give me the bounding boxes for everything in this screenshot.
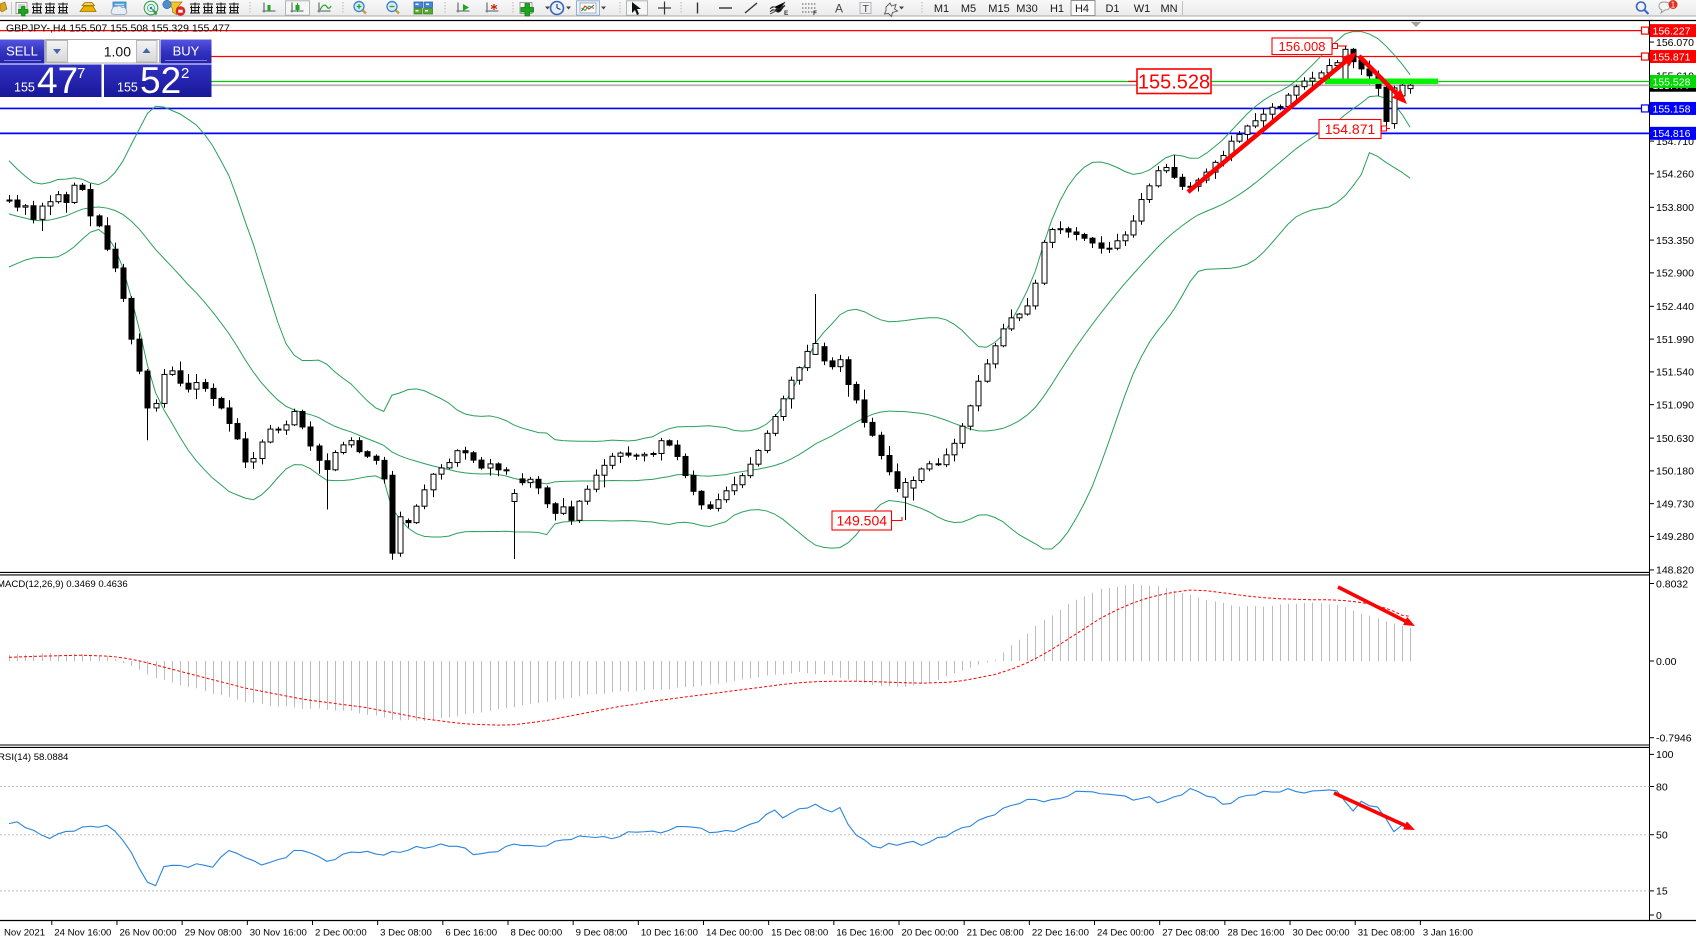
svg-text:149.280: 149.280 <box>1656 531 1694 543</box>
svg-text:156.008: 156.008 <box>1279 39 1326 54</box>
svg-text:150.180: 150.180 <box>1656 466 1694 478</box>
svg-text:148.820: 148.820 <box>1656 565 1694 577</box>
svg-text:27 Dec 08:00: 27 Dec 08:00 <box>1162 928 1219 939</box>
svg-text:7: 7 <box>77 65 85 82</box>
svg-text:152.900: 152.900 <box>1656 268 1694 280</box>
svg-text:10 Dec 16:00: 10 Dec 16:00 <box>641 928 698 939</box>
svg-text:153.800: 153.800 <box>1656 202 1694 214</box>
svg-text:155: 155 <box>117 81 138 95</box>
svg-text:29 Nov 08:00: 29 Nov 08:00 <box>185 928 242 939</box>
svg-text:0: 0 <box>1656 910 1662 922</box>
svg-text:52: 52 <box>140 60 181 101</box>
svg-text:50: 50 <box>1656 830 1668 842</box>
svg-text:H1: H1 <box>1050 3 1064 15</box>
svg-text:20 Dec 00:00: 20 Dec 00:00 <box>902 928 959 939</box>
svg-text:100: 100 <box>1656 749 1674 761</box>
svg-text:8 Dec 00:00: 8 Dec 00:00 <box>510 928 562 939</box>
svg-text:16 Dec 16:00: 16 Dec 16:00 <box>836 928 893 939</box>
svg-text:MN: MN <box>1160 3 1177 15</box>
svg-text:153.350: 153.350 <box>1656 235 1694 247</box>
svg-text:154.260: 154.260 <box>1656 169 1694 181</box>
svg-text:RSI(14) 58.0884: RSI(14) 58.0884 <box>0 752 69 763</box>
svg-text:T: T <box>863 3 870 15</box>
svg-text:150.630: 150.630 <box>1656 433 1694 445</box>
svg-text:26 Nov 00:00: 26 Nov 00:00 <box>119 928 176 939</box>
svg-text:156.227: 156.227 <box>1653 25 1691 37</box>
svg-text:31 Dec 08:00: 31 Dec 08:00 <box>1358 928 1415 939</box>
svg-text:M5: M5 <box>961 3 976 15</box>
svg-text:155.158: 155.158 <box>1653 103 1691 115</box>
svg-text:47: 47 <box>37 60 78 101</box>
svg-text:1: 1 <box>1671 1 1676 10</box>
svg-text:MACD(12,26,9) 0.3469 0.4636: MACD(12,26,9) 0.3469 0.4636 <box>0 579 128 590</box>
svg-text:151.540: 151.540 <box>1656 367 1694 379</box>
svg-text:15 Dec 08:00: 15 Dec 08:00 <box>771 928 828 939</box>
svg-text:14 Dec 00:00: 14 Dec 00:00 <box>706 928 763 939</box>
svg-text:149.504: 149.504 <box>836 513 887 529</box>
svg-text:151.990: 151.990 <box>1656 334 1694 346</box>
svg-text:154.816: 154.816 <box>1653 128 1691 140</box>
svg-text:80: 80 <box>1656 781 1668 793</box>
svg-text:SELL: SELL <box>6 44 38 59</box>
svg-text:149.730: 149.730 <box>1656 498 1694 510</box>
svg-text:9 Dec 08:00: 9 Dec 08:00 <box>576 928 628 939</box>
svg-text:152.440: 152.440 <box>1656 301 1694 313</box>
svg-text:28 Dec 16:00: 28 Dec 16:00 <box>1227 928 1284 939</box>
svg-text:6 Dec 16:00: 6 Dec 16:00 <box>445 928 497 939</box>
svg-text:30 Nov 16:00: 30 Nov 16:00 <box>250 928 307 939</box>
svg-text:D1: D1 <box>1105 3 1119 15</box>
svg-text:151.090: 151.090 <box>1656 399 1694 411</box>
svg-text:15: 15 <box>1656 886 1668 898</box>
svg-text:-0.7946: -0.7946 <box>1656 733 1692 745</box>
svg-text:21 Dec 08:00: 21 Dec 08:00 <box>967 928 1024 939</box>
svg-text:0.00: 0.00 <box>1656 656 1677 668</box>
svg-text:M30: M30 <box>1016 3 1037 15</box>
svg-text:GBPJPY-,H4 155.507 155.508 15: GBPJPY-,H4 155.507 155.508 155.329 155.4… <box>6 23 230 35</box>
svg-text:3 Jan 16:00: 3 Jan 16:00 <box>1423 928 1473 939</box>
svg-text:A: A <box>835 2 843 16</box>
svg-text:155.871: 155.871 <box>1653 51 1691 63</box>
svg-text:M15: M15 <box>988 3 1009 15</box>
svg-text:M1: M1 <box>934 3 949 15</box>
svg-text:E: E <box>784 10 789 17</box>
svg-text:22 Dec 16:00: 22 Dec 16:00 <box>1032 928 1089 939</box>
svg-text:W1: W1 <box>1134 3 1151 15</box>
svg-text:155.528: 155.528 <box>1138 71 1210 93</box>
svg-text:156.070: 156.070 <box>1656 37 1694 49</box>
svg-text:155.528: 155.528 <box>1653 76 1691 88</box>
svg-text:24 Dec 00:00: 24 Dec 00:00 <box>1097 928 1154 939</box>
svg-text:0.8032: 0.8032 <box>1656 578 1688 590</box>
svg-text:3 Dec 08:00: 3 Dec 08:00 <box>380 928 432 939</box>
svg-text:1.00: 1.00 <box>104 44 131 60</box>
svg-text:24 Nov 16:00: 24 Nov 16:00 <box>54 928 111 939</box>
svg-text:154.871: 154.871 <box>1325 121 1376 137</box>
svg-text:BUY: BUY <box>173 44 200 59</box>
svg-text:30 Dec 00:00: 30 Dec 00:00 <box>1293 928 1350 939</box>
svg-text:F: F <box>813 10 817 17</box>
svg-text:H4: H4 <box>1075 3 1089 15</box>
svg-text:155: 155 <box>14 81 35 95</box>
svg-text:2 Dec 00:00: 2 Dec 00:00 <box>315 928 367 939</box>
svg-text:Nov 2021: Nov 2021 <box>4 928 45 939</box>
svg-text:2: 2 <box>181 65 189 82</box>
